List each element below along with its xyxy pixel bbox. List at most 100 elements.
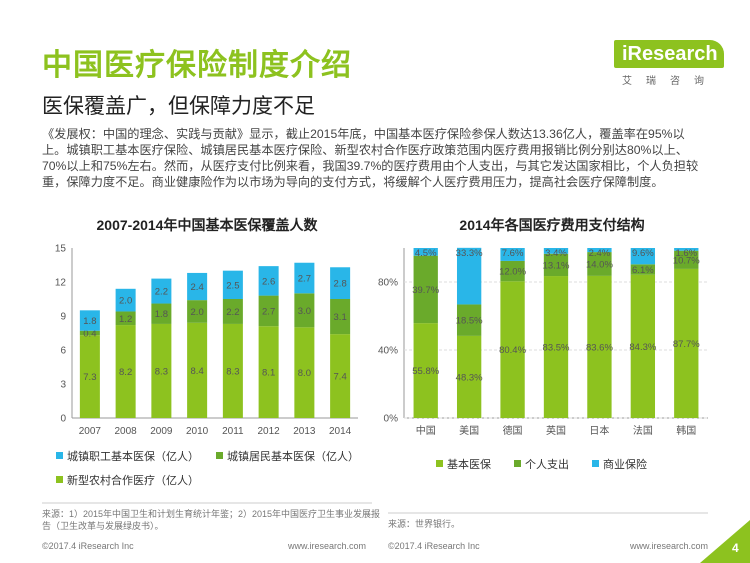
bar-segment [151, 303, 172, 324]
data-label: 55.8% [412, 366, 439, 377]
data-label: 2.4 [191, 282, 204, 293]
data-label: 14.0% [586, 259, 613, 270]
data-label: 9.6% [632, 248, 654, 259]
data-label: 8.3 [226, 366, 239, 377]
data-label: 18.5% [456, 316, 483, 327]
bar-segment [258, 326, 279, 418]
data-label: 8.1 [262, 368, 275, 379]
y-tick-label: 6 [60, 346, 66, 357]
legend-swatch [56, 476, 63, 483]
y-tick-label: 15 [55, 244, 67, 255]
data-label: 2.5 [226, 280, 239, 291]
chart-title: 2014年各国医疗费用支付结构 [459, 217, 644, 233]
legend-label: 新型农村合作医疗（亿人） [67, 473, 199, 487]
bar-segment [115, 311, 136, 326]
legend-swatch [514, 460, 521, 467]
bar-segment [500, 281, 525, 418]
bar-segment [630, 264, 656, 275]
y-tick-label: 0 [60, 414, 66, 425]
data-label: 2.0 [191, 307, 204, 318]
x-tick-label: 美国 [459, 424, 479, 437]
x-tick-label: 中国 [416, 424, 436, 437]
source-right: 来源：世界银行。 [388, 519, 461, 529]
bar-segment [587, 248, 612, 253]
bar-segment [187, 322, 208, 418]
bar-segment [543, 276, 569, 418]
x-tick-label: 日本 [589, 424, 609, 437]
legend-label: 城镇职工基本医保（亿人） [67, 449, 199, 463]
footer-copyright-right: ©2017.4 iResearch Inc [388, 541, 480, 551]
x-tick-label: 2013 [293, 426, 316, 437]
data-label: 7.4 [334, 372, 347, 383]
data-label: 2.2 [226, 307, 239, 318]
intro-paragraph: 《发展权：中国的理念、实践与贡献》显示，截止2015年底，中国基本医疗保险参保人… [42, 127, 699, 189]
data-label: 2.4% [589, 248, 611, 259]
data-label: 80.4% [499, 345, 526, 356]
data-label: 12.0% [499, 267, 526, 278]
data-label: 2.2 [155, 287, 168, 298]
x-tick-label: 韩国 [676, 424, 696, 437]
data-label: 1.2 [119, 314, 132, 325]
page-number: 4 [732, 541, 739, 555]
data-label: 7.3 [83, 372, 96, 383]
bar-segment [258, 266, 279, 296]
x-tick-label: 2014 [329, 426, 352, 437]
data-label: 1.6% [675, 248, 697, 259]
bar-segment [222, 270, 243, 299]
footer-url-right: www.iresearch.com [630, 541, 709, 551]
legend-swatch [436, 460, 443, 467]
iresearch-logo: iResearch 艾瑞咨询 [614, 40, 724, 87]
data-label: 2.0 [119, 296, 132, 307]
x-tick-label: 德国 [503, 424, 523, 437]
bar-segment [115, 288, 136, 312]
bar-segment [674, 250, 699, 269]
legend-label: 商业保险 [603, 457, 647, 471]
data-label: 8.3 [155, 366, 168, 377]
bar-segment [115, 325, 136, 418]
legend-label: 基本医保 [447, 457, 491, 471]
y-tick-label: 40% [378, 346, 398, 357]
data-label: 4.5% [415, 248, 437, 259]
chart-title: 2007-2014年中国基本医保覆盖人数 [97, 217, 319, 233]
bar-segment [294, 262, 315, 294]
data-label: 10.7% [673, 255, 700, 266]
data-label: 3.0 [298, 306, 311, 317]
footer-copyright-left: ©2017.4 iResearch Inc [42, 541, 134, 551]
page-title: 中国医疗保险制度介绍 [42, 49, 352, 82]
bar-segment [587, 252, 612, 276]
data-label: 83.6% [586, 342, 613, 353]
bar-segment [413, 255, 438, 324]
legend-swatch [216, 452, 223, 459]
legend-label: 个人支出 [525, 457, 569, 471]
data-label: 33.3% [456, 248, 483, 259]
bar-segment [187, 272, 208, 301]
data-label: 39.7% [412, 285, 439, 296]
x-tick-label: 法国 [633, 424, 653, 437]
data-label: 87.7% [673, 339, 700, 350]
page-corner [700, 520, 750, 563]
x-tick-label: 2008 [115, 426, 138, 437]
x-tick-label: 2012 [258, 426, 281, 437]
data-label: 3.1 [334, 312, 347, 323]
footer-url-left: www.iresearch.com [288, 541, 367, 551]
bar-segment [630, 248, 656, 265]
bar-segment [330, 299, 351, 335]
bar-segment [456, 247, 482, 305]
bar-segment [151, 278, 172, 304]
x-tick-label: 英国 [546, 424, 566, 437]
bar-segment [674, 248, 699, 251]
bar-segment [674, 268, 699, 418]
data-label: 48.3% [456, 372, 483, 383]
bar-segment [500, 248, 525, 261]
bar-segment [330, 334, 351, 418]
data-label: 6.1% [632, 265, 654, 276]
data-label: 2.8 [334, 279, 347, 290]
bar-segment [258, 295, 279, 327]
legend-label: 城镇居民基本医保（亿人） [227, 449, 359, 463]
data-label: 3.4% [545, 248, 567, 259]
page-subtitle: 医保覆盖广，但保障力度不足 [42, 95, 315, 118]
bar-segment [630, 274, 656, 418]
bar-segment [500, 260, 525, 282]
logo-mark: iResearch [614, 40, 724, 68]
